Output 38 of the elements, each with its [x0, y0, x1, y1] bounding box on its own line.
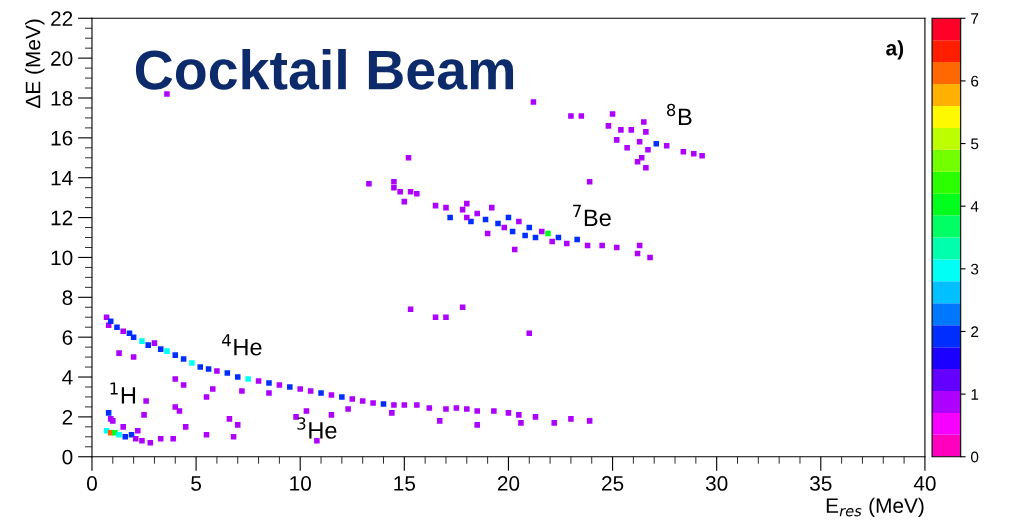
y-tick-label: 10: [51, 250, 73, 266]
x-axis-title: E$_{res}$ (MeV): [826, 497, 924, 518]
x-tick-label: 15: [394, 476, 416, 491]
y-tick-label: 8: [62, 290, 73, 306]
y-tick-label: 16: [51, 130, 73, 146]
x-tick-label: 5: [191, 476, 202, 491]
annotation: a): [886, 40, 904, 60]
x-tick-label: 10: [290, 476, 311, 491]
y-tick-label: 18: [51, 90, 73, 106]
x-tick-label: 35: [810, 476, 832, 491]
color-bar-label: 2: [971, 326, 979, 338]
y-tick-label: 6: [62, 330, 73, 345]
color-bar-label: 6: [971, 75, 979, 87]
color-bar-label: 0: [971, 451, 979, 463]
x-tick-label: 40: [913, 476, 936, 491]
annotation: $^{7}$Be: [573, 204, 611, 227]
y-axis-title: ΔE (MeV): [25, 19, 45, 108]
chart-title: Cocktail Beam: [135, 48, 514, 90]
x-tick-label: 25: [602, 476, 624, 491]
color-bar-label: 1: [971, 389, 979, 400]
y-tick-label: 12: [51, 210, 73, 226]
y-tick-label: 14: [51, 170, 73, 186]
color-bar-label: 3: [970, 263, 979, 275]
y-tick-label: 0: [62, 449, 73, 465]
color-bar-label: 4: [970, 201, 979, 212]
x-tick-label: 20: [497, 476, 520, 491]
y-tick-label: 2: [62, 409, 73, 425]
color-bar-label: 7: [971, 13, 979, 24]
annotation: $^{4}$He: [222, 334, 262, 356]
y-tick-label: 22: [51, 11, 73, 26]
color-bar-label: 5: [971, 138, 979, 150]
annotation: $^{8}$B: [666, 103, 692, 126]
y-tick-label: 4: [62, 370, 73, 385]
x-tick-label: 30: [705, 476, 728, 491]
y-tick-label: 20: [51, 51, 73, 66]
annotation: $^{1}$H: [110, 382, 136, 404]
x-tick-label: 0: [87, 476, 97, 491]
annotation: $^{3}$He: [297, 417, 337, 439]
